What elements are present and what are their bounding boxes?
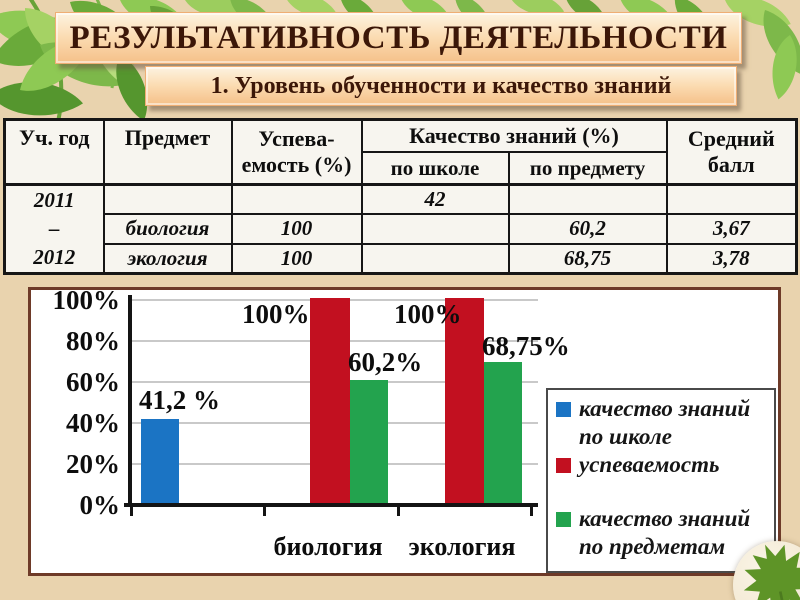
year-cell: 2011 – 2012 (3, 183, 105, 275)
category-label-biology: биология (273, 532, 383, 561)
legend-item-school-quality: качество знаний по школе (556, 395, 772, 451)
slide-subtitle-banner: 1. Уровень обученности и качество знаний (145, 66, 737, 106)
cell-performance-0 (230, 183, 363, 216)
cell-performance-2: 100 (230, 242, 363, 275)
bar-value-label: 60,2% (348, 347, 423, 377)
bar-value-label: 100% (394, 299, 462, 329)
y-tick-label: 80% (66, 326, 120, 356)
cell-subject-1: биология (102, 213, 233, 245)
cell-performance-1: 100 (230, 213, 363, 245)
col-header-year: Уч. год (3, 118, 105, 186)
bar-chart-panel: 41,2 % 100% 60,2% 100% 68,75% биология эколо… (28, 285, 781, 576)
legend-swatch-green (556, 512, 571, 527)
col-header-average: Средний балл (665, 118, 798, 186)
cell-subject-quality-2: 68,75 (507, 242, 668, 275)
slide-title: РЕЗУЛЬТАТИВНОСТЬ ДЕЯТЕЛЬНОСТИ (69, 19, 728, 56)
y-tick-label: 40% (66, 408, 120, 438)
legend-swatch-blue (556, 402, 571, 417)
bar-value-label: 100% (242, 299, 310, 329)
y-tick-label: 100% (52, 285, 121, 315)
col-header-quality-group: Качество знаний (%) (360, 118, 668, 153)
x-tick (397, 507, 400, 516)
bar-subject-quality (350, 380, 388, 503)
y-tick-label: 20% (66, 449, 120, 479)
cell-average-0 (665, 183, 798, 216)
x-tick (130, 507, 133, 516)
x-tick (530, 507, 533, 516)
bar-value-label: 68,75% (482, 331, 570, 361)
y-tick-label: 60% (66, 367, 120, 397)
cell-subject-quality-1: 60,2 (507, 213, 668, 245)
bar-school-quality (141, 419, 179, 503)
slide-subtitle: 1. Уровень обученности и качество знаний (210, 72, 672, 99)
cell-school-quality-2 (360, 242, 510, 275)
maple-leaf-icon (743, 544, 800, 600)
cell-average-2: 3,78 (665, 242, 798, 275)
col-header-subject: Предмет (102, 118, 233, 186)
category-label-ecology: экология (408, 532, 516, 561)
bar-performance (445, 298, 484, 503)
cell-school-quality-1 (360, 213, 510, 245)
legend-item-subject-quality: качество знаний по предметам (556, 505, 772, 561)
col-header-performance: Успева- емость (%) (230, 118, 363, 186)
results-table: Уч. год Предмет Успева- емость (%) Качес… (3, 118, 799, 275)
bar-performance (310, 298, 350, 503)
chart-legend: качество знаний по школе успеваемость ка… (546, 388, 776, 573)
y-tick-label: 0% (79, 490, 121, 520)
cell-average-1: 3,67 (665, 213, 798, 245)
cell-school-quality-0: 42 (360, 183, 510, 216)
maple-leaf-badge (733, 541, 800, 600)
y-axis-line (128, 295, 132, 507)
col-header-quality-subject: по предмету (507, 150, 668, 186)
bar-value-label: 41,2 % (139, 385, 220, 415)
x-axis-line (124, 503, 538, 507)
cell-subject-0 (102, 183, 233, 216)
cell-subject-2: экология (102, 242, 233, 275)
cell-subject-quality-0 (507, 183, 668, 216)
legend-swatch-red (556, 458, 571, 473)
col-header-quality-school: по школе (360, 150, 510, 186)
slide-title-banner: РЕЗУЛЬТАТИВНОСТЬ ДЕЯТЕЛЬНОСТИ (55, 12, 742, 64)
legend-item-performance: успеваемость (556, 451, 772, 479)
bar-subject-quality (484, 362, 522, 503)
x-tick (263, 507, 266, 516)
